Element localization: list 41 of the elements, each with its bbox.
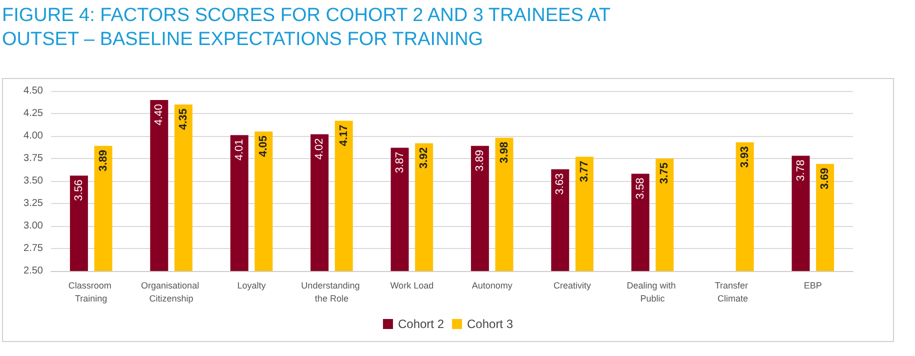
legend-label: Cohort 3 — [467, 317, 514, 331]
data-label: 3.58 — [634, 178, 646, 200]
y-tick-label: 3.50 — [24, 176, 44, 186]
data-label: 3.75 — [658, 162, 671, 184]
y-tick-label: 3.75 — [24, 153, 44, 164]
x-tick-label: Transfer Climate — [714, 280, 751, 304]
y-tick-label: 3.00 — [24, 220, 44, 232]
data-label: 4.35 — [177, 108, 190, 130]
data-label: 4.05 — [258, 136, 270, 157]
y-tick-label: 3.25 — [24, 198, 44, 209]
y-tick-label: 4.25 — [24, 108, 44, 119]
x-tick-label: Creativity — [554, 280, 592, 290]
x-tick-label: Loyalty — [237, 280, 266, 290]
data-label: 3.89 — [474, 150, 486, 172]
data-label: 4.01 — [233, 139, 246, 161]
data-label: 3.69 — [819, 168, 832, 190]
data-label: 3.93 — [738, 146, 751, 168]
x-tick-label: EBP — [804, 280, 822, 290]
y-tick-label: 2.50 — [24, 266, 44, 276]
x-tick-label: Autonomy — [472, 280, 513, 290]
data-label: 3.98 — [498, 142, 510, 164]
x-tick-label: Understanding the Role — [301, 280, 362, 304]
data-label: 4.17 — [338, 124, 350, 146]
x-tick-label: Organisational Citizenship — [141, 280, 202, 304]
data-label: 3.87 — [394, 152, 406, 174]
data-label: 4.40 — [153, 104, 166, 126]
data-label: 4.02 — [314, 138, 326, 160]
x-tick-label: Work Load — [390, 280, 434, 290]
y-tick-label: 2.75 — [24, 243, 44, 254]
data-label: 3.92 — [418, 147, 430, 169]
data-label: 3.78 — [794, 160, 807, 182]
y-tick-label: 4.50 — [24, 86, 44, 96]
x-tick-label: Dealing with Public — [626, 280, 678, 304]
chart-title: FIGURE 4: FACTORS SCORES FOR COHORT 2 AND 3 TRAINEES AT OUTSET – BASELINE EXPECTATIONS FOR TRAINING — [2, 4, 612, 52]
data-label: 3.89 — [97, 150, 110, 172]
y-tick-label: 4.00 — [24, 130, 44, 142]
data-label: 3.63 — [554, 173, 566, 195]
data-label: 3.77 — [578, 160, 590, 182]
x-tick-label: Classroom Training — [68, 280, 114, 304]
legend-label: Cohort 2 — [398, 317, 444, 331]
data-label: 3.56 — [72, 180, 85, 202]
